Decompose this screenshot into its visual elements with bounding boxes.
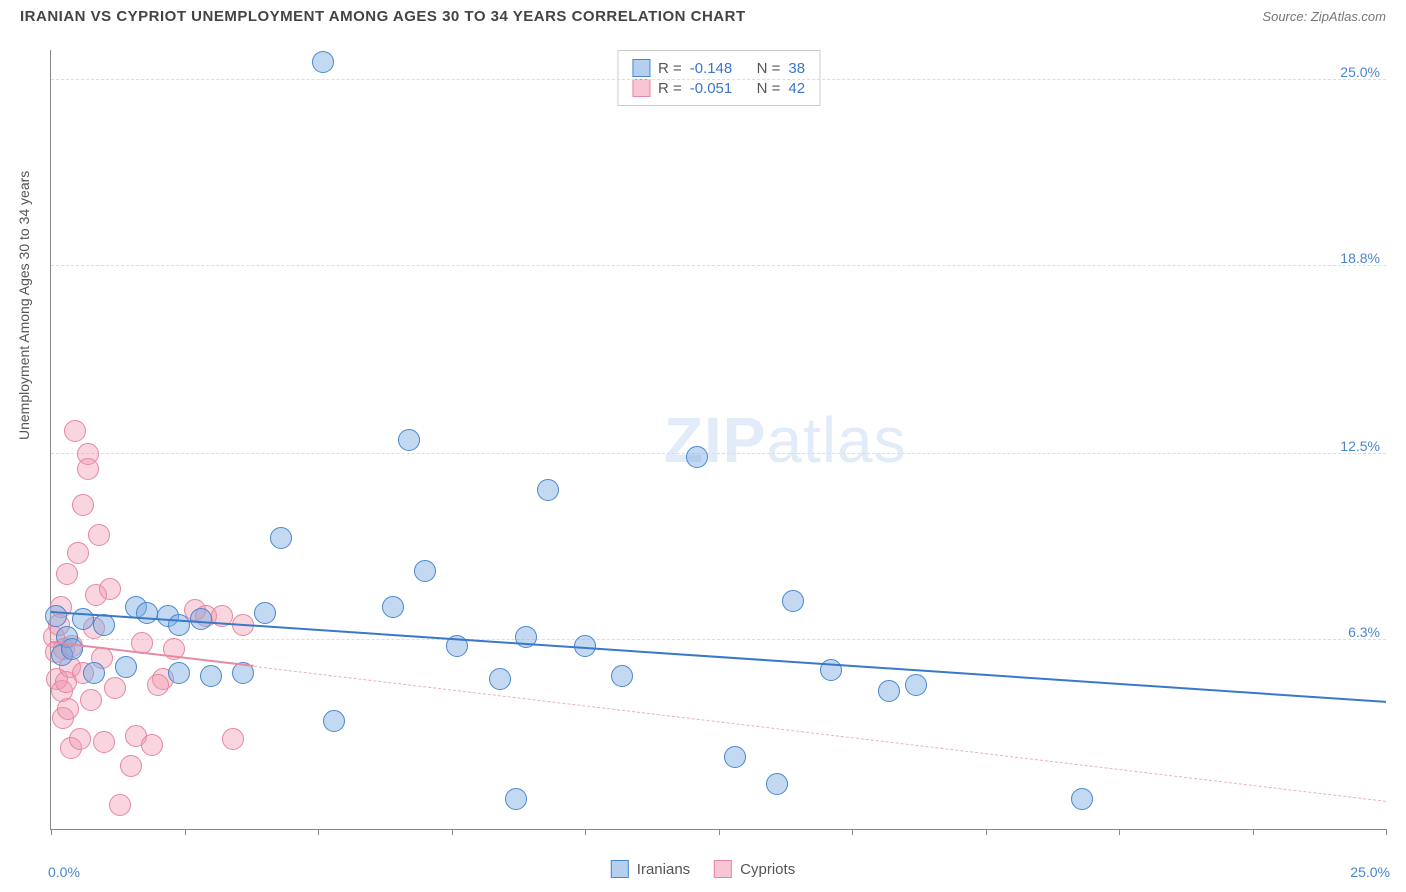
r-value-1: -0.148 xyxy=(690,60,733,77)
y-tick-label: 25.0% xyxy=(1340,64,1380,80)
data-point xyxy=(398,429,420,451)
y-axis-label: Unemployment Among Ages 30 to 34 years xyxy=(16,171,32,440)
data-point xyxy=(222,728,244,750)
y-tick-label: 6.3% xyxy=(1348,624,1380,640)
data-point xyxy=(93,731,115,753)
legend-swatch-blue-icon xyxy=(611,860,629,878)
data-point xyxy=(99,578,121,600)
data-point xyxy=(72,494,94,516)
trend-line xyxy=(51,611,1386,703)
data-point xyxy=(766,773,788,795)
source-label: Source: xyxy=(1262,9,1307,24)
data-point xyxy=(80,689,102,711)
data-point xyxy=(382,596,404,618)
legend-swatch-pink-icon xyxy=(714,860,732,878)
stats-row-cypriots: R = -0.051 N = 42 xyxy=(632,79,805,97)
data-point xyxy=(1071,788,1093,810)
x-tick xyxy=(986,829,987,835)
data-point xyxy=(136,602,158,624)
n-value-1: 38 xyxy=(788,60,805,77)
r-value-2: -0.051 xyxy=(690,80,733,97)
data-point xyxy=(64,420,86,442)
n-label-2: N = xyxy=(757,80,781,97)
x-tick xyxy=(1119,829,1120,835)
x-axis-start-label: 0.0% xyxy=(48,864,80,880)
x-tick xyxy=(452,829,453,835)
r-label-2: R = xyxy=(658,80,682,97)
data-point xyxy=(69,728,91,750)
data-point xyxy=(109,794,131,816)
gridline xyxy=(51,79,1386,80)
legend: Iranians Cypriots xyxy=(611,860,795,878)
data-point xyxy=(120,755,142,777)
data-point xyxy=(200,665,222,687)
data-point xyxy=(505,788,527,810)
swatch-blue-icon xyxy=(632,59,650,77)
data-point xyxy=(724,746,746,768)
data-point xyxy=(686,446,708,468)
data-point xyxy=(61,638,83,660)
x-tick xyxy=(51,829,52,835)
data-point xyxy=(168,614,190,636)
x-tick xyxy=(719,829,720,835)
data-point xyxy=(141,734,163,756)
data-point xyxy=(57,698,79,720)
data-point xyxy=(489,668,511,690)
data-point xyxy=(537,479,559,501)
data-point xyxy=(905,674,927,696)
legend-item-iranians: Iranians xyxy=(611,860,690,878)
chart-header: IRANIAN VS CYPRIOT UNEMPLOYMENT AMONG AG… xyxy=(0,0,1406,29)
x-tick xyxy=(585,829,586,835)
data-point xyxy=(77,458,99,480)
gridline xyxy=(51,639,1386,640)
data-point xyxy=(67,542,89,564)
data-point xyxy=(414,560,436,582)
y-tick-label: 18.8% xyxy=(1340,250,1380,266)
data-point xyxy=(83,662,105,684)
x-tick xyxy=(318,829,319,835)
data-point xyxy=(93,614,115,636)
n-value-2: 42 xyxy=(788,80,805,97)
n-label: N = xyxy=(757,60,781,77)
legend-label-2: Cypriots xyxy=(740,861,795,878)
x-tick xyxy=(185,829,186,835)
data-point xyxy=(56,563,78,585)
data-point xyxy=(878,680,900,702)
data-point xyxy=(55,671,77,693)
data-point xyxy=(88,524,110,546)
data-point xyxy=(168,662,190,684)
data-point xyxy=(104,677,126,699)
x-tick xyxy=(852,829,853,835)
source-attribution: Source: ZipAtlas.com xyxy=(1262,9,1386,24)
data-point xyxy=(323,710,345,732)
data-point xyxy=(72,608,94,630)
data-point xyxy=(115,656,137,678)
gridline xyxy=(51,265,1386,266)
data-point xyxy=(270,527,292,549)
data-point xyxy=(782,590,804,612)
scatter-plot-area: ZIPatlas R = -0.148 N = 38 R = -0.051 N … xyxy=(50,50,1386,830)
source-name: ZipAtlas.com xyxy=(1311,9,1386,24)
y-tick-label: 12.5% xyxy=(1340,438,1380,454)
legend-item-cypriots: Cypriots xyxy=(714,860,795,878)
data-point xyxy=(611,665,633,687)
trend-line xyxy=(254,666,1386,802)
watermark-atlas: atlas xyxy=(766,404,906,476)
x-tick xyxy=(1253,829,1254,835)
r-label: R = xyxy=(658,60,682,77)
swatch-pink-icon xyxy=(632,79,650,97)
x-axis-end-label: 25.0% xyxy=(1350,864,1390,880)
data-point xyxy=(147,674,169,696)
gridline xyxy=(51,453,1386,454)
data-point xyxy=(45,605,67,627)
data-point xyxy=(312,51,334,73)
data-point xyxy=(190,608,212,630)
stats-row-iranians: R = -0.148 N = 38 xyxy=(632,59,805,77)
data-point xyxy=(254,602,276,624)
watermark-zip: ZIP xyxy=(664,404,767,476)
legend-label-1: Iranians xyxy=(637,861,690,878)
x-tick xyxy=(1386,829,1387,835)
chart-title: IRANIAN VS CYPRIOT UNEMPLOYMENT AMONG AG… xyxy=(20,8,746,25)
